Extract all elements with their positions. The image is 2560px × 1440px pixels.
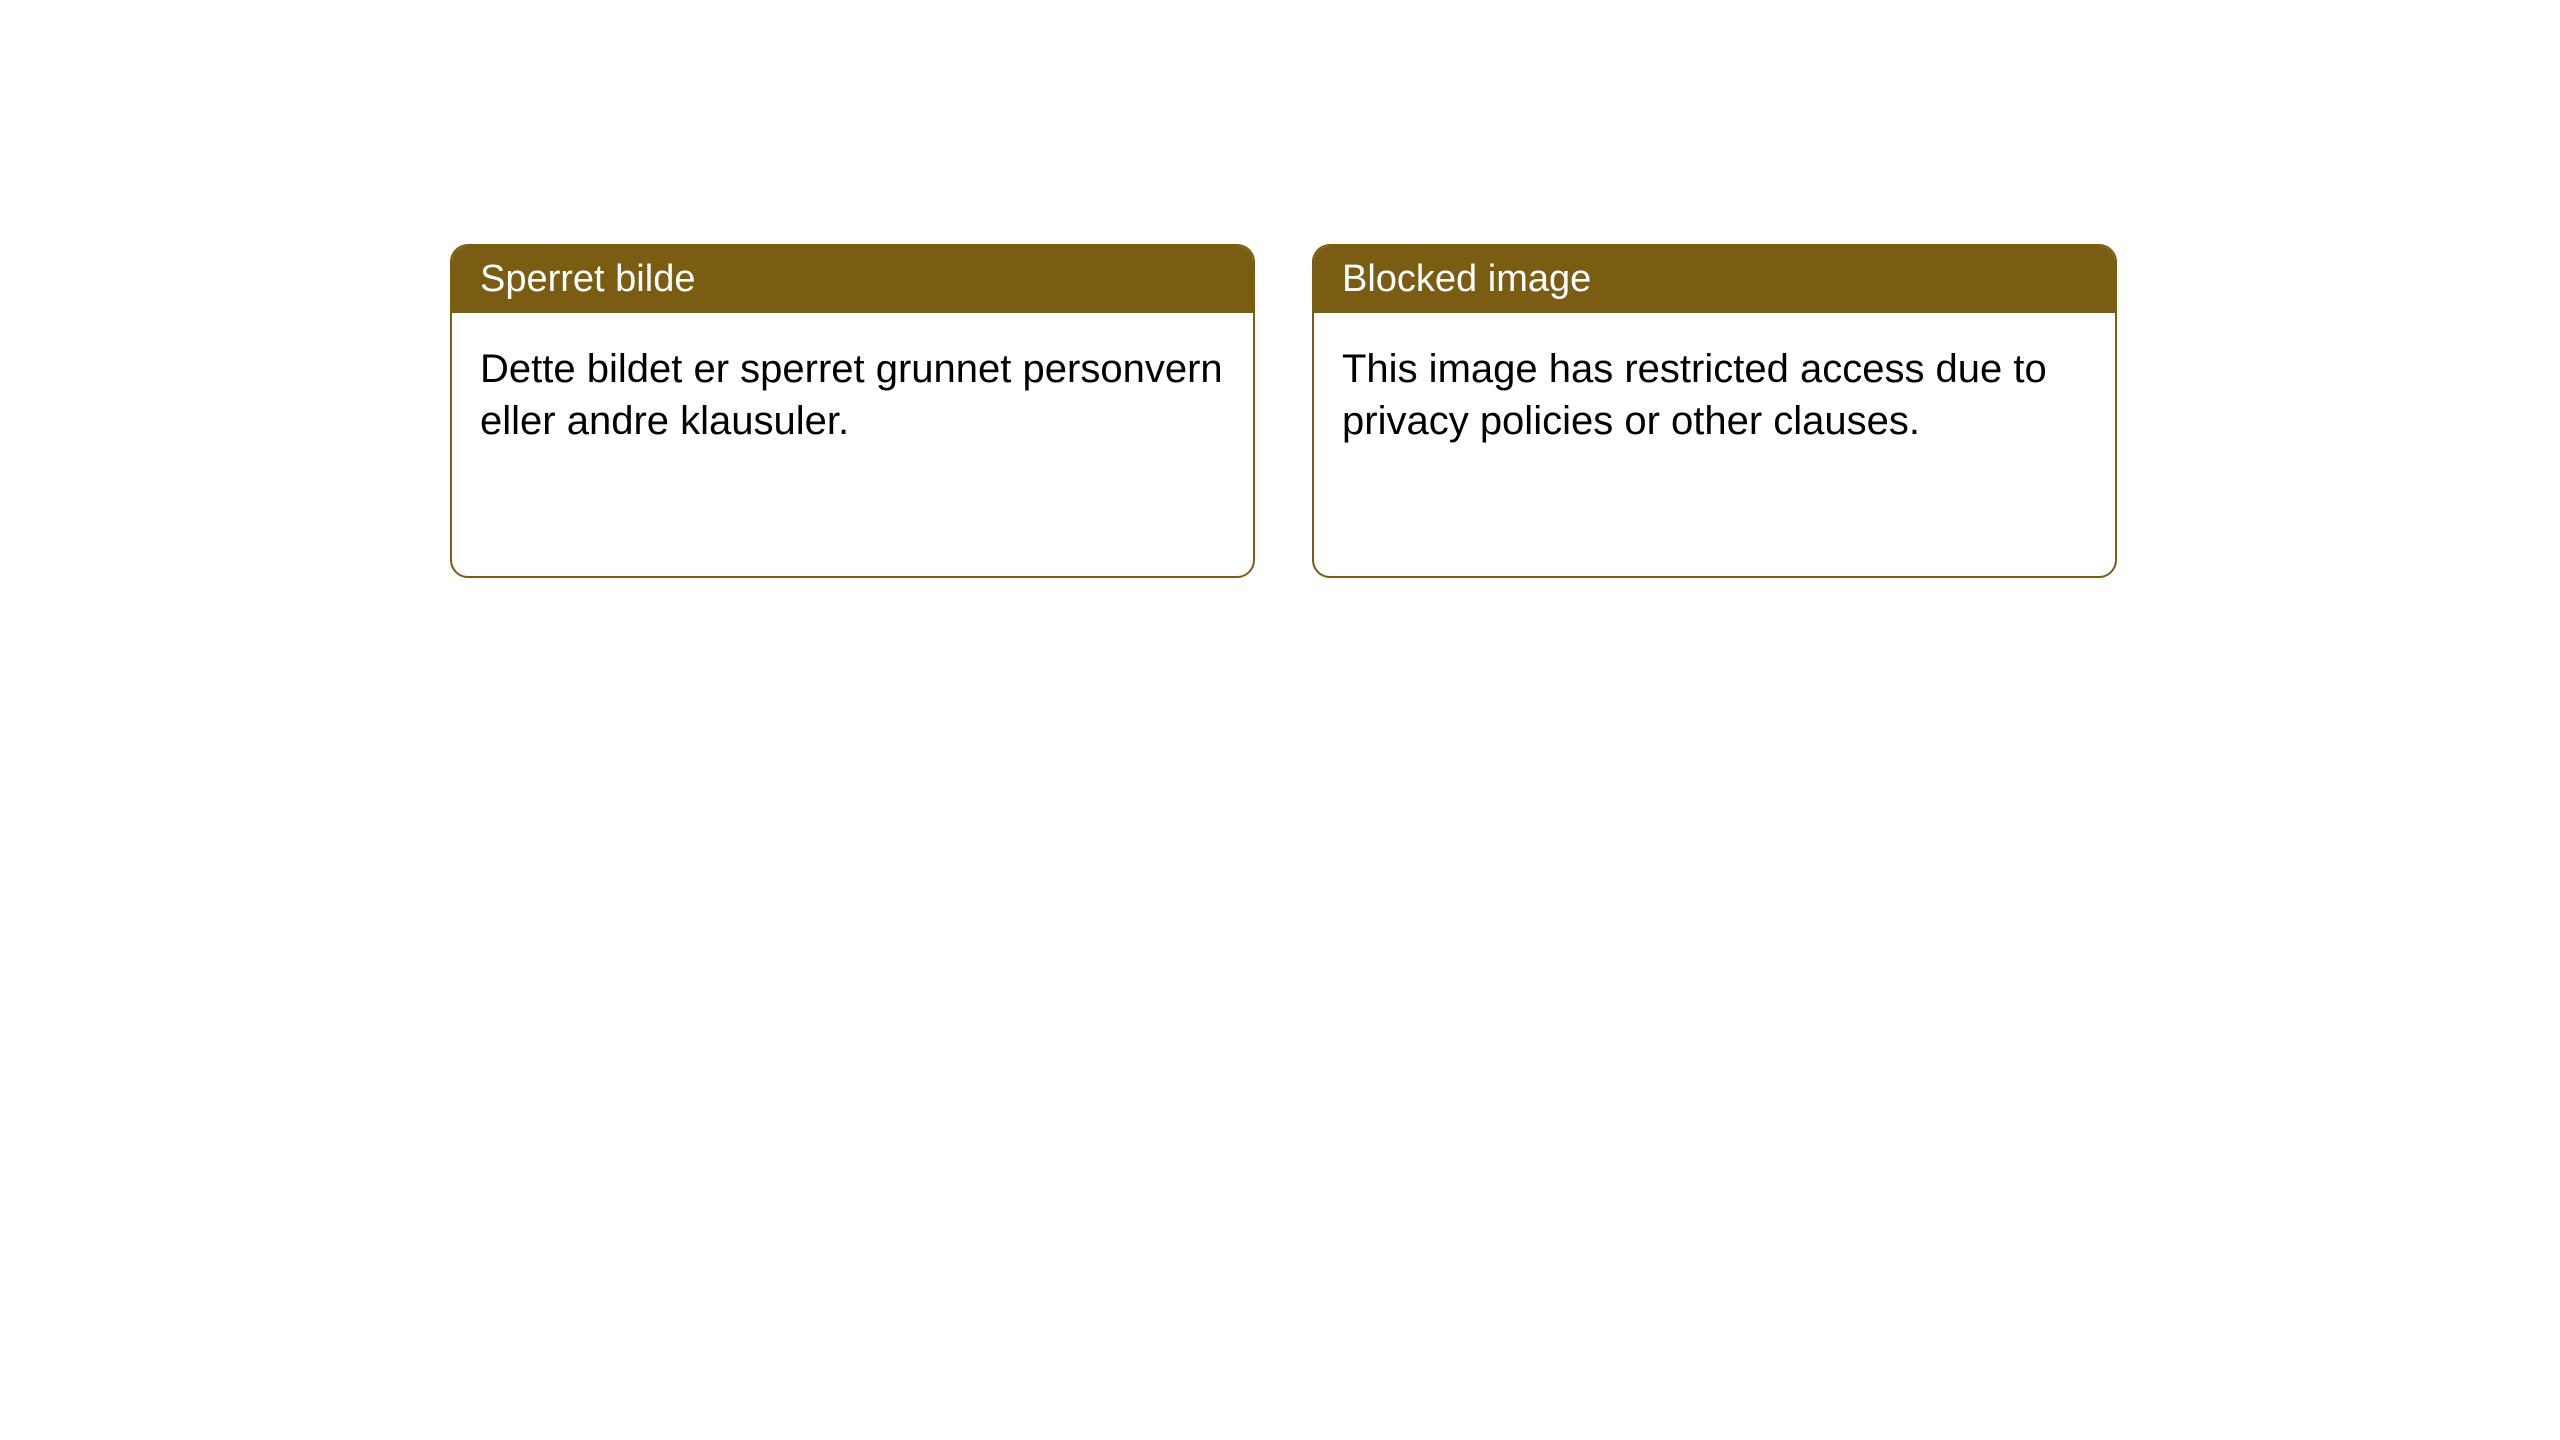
notice-container: Sperret bilde Dette bildet er sperret gr… — [450, 244, 2117, 578]
notice-body: Dette bildet er sperret grunnet personve… — [452, 313, 1253, 477]
notice-card-english: Blocked image This image has restricted … — [1312, 244, 2117, 578]
notice-title: Sperret bilde — [480, 258, 695, 300]
notice-card-norwegian: Sperret bilde Dette bildet er sperret gr… — [450, 244, 1255, 578]
notice-body-text: This image has restricted access due to … — [1342, 347, 2047, 443]
notice-title: Blocked image — [1342, 258, 1591, 300]
notice-body: This image has restricted access due to … — [1314, 313, 2115, 477]
notice-body-text: Dette bildet er sperret grunnet personve… — [480, 347, 1223, 443]
notice-header: Blocked image — [1314, 246, 2115, 313]
notice-header: Sperret bilde — [452, 246, 1253, 313]
